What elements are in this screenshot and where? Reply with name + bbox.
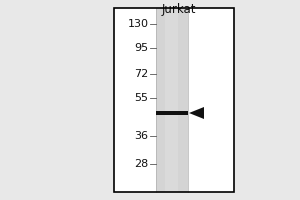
Bar <box>166 8 178 192</box>
Bar <box>156 111 188 115</box>
Text: 72: 72 <box>134 69 148 79</box>
Polygon shape <box>189 107 204 119</box>
Bar <box>114 8 234 192</box>
Text: Jurkat: Jurkat <box>161 2 196 16</box>
Text: 36: 36 <box>134 131 148 141</box>
Text: 28: 28 <box>134 159 148 169</box>
Text: 55: 55 <box>134 93 148 103</box>
Text: 130: 130 <box>128 19 148 29</box>
Text: 95: 95 <box>134 43 148 53</box>
Bar <box>156 8 188 192</box>
Bar <box>114 8 234 192</box>
